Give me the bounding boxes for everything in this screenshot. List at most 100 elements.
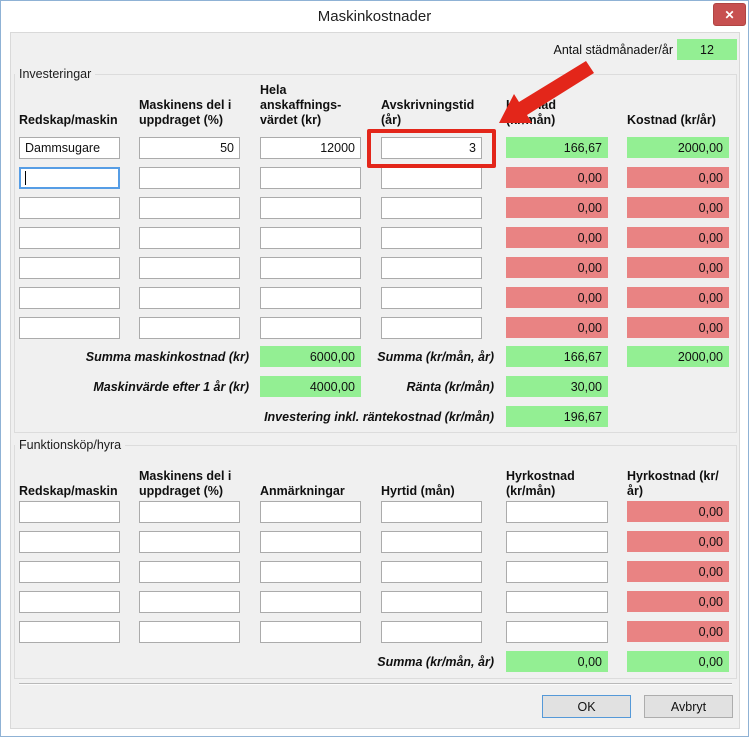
rental-row-2-cost-year-value: 0,00	[627, 531, 729, 552]
rental-row-5-share-input[interactable]	[139, 621, 240, 643]
investment-row-2-cost-year-value: 0,00	[627, 167, 729, 188]
rental-row-3-tool-input[interactable]	[19, 561, 120, 583]
rental-row-1-notes-input[interactable]	[260, 501, 361, 523]
investment-row-6-tool-input[interactable]	[19, 287, 120, 309]
investment-row-7-tool-input[interactable]	[19, 317, 120, 339]
investment-row-1-share-input[interactable]	[139, 137, 240, 159]
investment-row-4-value-input[interactable]	[260, 227, 361, 249]
investment-row-2-depreciation-input[interactable]	[381, 167, 482, 189]
sum-machine-cost-label: Summa maskinkostnad (kr)	[85, 349, 249, 364]
interest-value: 30,00	[506, 376, 608, 397]
investment-row-3-value-input[interactable]	[260, 197, 361, 219]
investment-row-4-share-input[interactable]	[139, 227, 240, 249]
rental-row-4-share-input[interactable]	[139, 591, 240, 613]
rental-row-4-tool-input[interactable]	[19, 591, 120, 613]
sum-machine-cost-value: 6000,00	[260, 346, 361, 367]
rental-row-4-cost-month-input[interactable]	[506, 591, 608, 613]
rental-row-2-notes-input[interactable]	[260, 531, 361, 553]
rent-col-header-cost-month-line1: Hyrkostnad	[506, 469, 575, 483]
rental-row-5-notes-input[interactable]	[260, 621, 361, 643]
ok-button[interactable]: OK	[542, 695, 631, 718]
rental-row-2-cost-month-input[interactable]	[506, 531, 608, 553]
inv-col-header-tool: Redskap/maskin	[19, 88, 120, 128]
rent-col-header-tool: Redskap/maskin	[19, 457, 120, 499]
investment-row-7-cost-month-value: 0,00	[506, 317, 608, 338]
rental-row-3-notes-input[interactable]	[260, 561, 361, 583]
close-button[interactable]: ✕	[713, 3, 746, 26]
investment-row-5-tool-input[interactable]	[19, 257, 120, 279]
investment-row-2-value-input[interactable]	[260, 167, 361, 189]
rental-row-1-tool-input[interactable]	[19, 501, 120, 523]
investment-row-6-share-input[interactable]	[139, 287, 240, 309]
investment-row-1-tool-input[interactable]	[19, 137, 120, 159]
investment-row-4-cost-year-value: 0,00	[627, 227, 729, 248]
inv-col-header-share-line2: uppdraget (%)	[139, 113, 224, 127]
rental-group-box	[14, 445, 737, 679]
inv-sum-label: Summa (kr/mån, år)	[377, 349, 494, 364]
investment-row-2-tool-input[interactable]	[19, 167, 120, 189]
rent-col-header-notes-text: Anmärkningar	[260, 484, 345, 498]
investment-row-7-value-input[interactable]	[260, 317, 361, 339]
rental-row-5-period-input[interactable]	[381, 621, 482, 643]
investment-row-3-share-input[interactable]	[139, 197, 240, 219]
rental-row-1-share-input[interactable]	[139, 501, 240, 523]
investment-row-7-cost-year-value: 0,00	[627, 317, 729, 338]
investment-row-5-value-input[interactable]	[260, 257, 361, 279]
investment-row-1-value-input[interactable]	[260, 137, 361, 159]
rental-row-5-cost-month-input[interactable]	[506, 621, 608, 643]
investment-row-3-depreciation-input[interactable]	[381, 197, 482, 219]
investment-row-6-depreciation-input[interactable]	[381, 287, 482, 309]
investment-row-4-tool-input[interactable]	[19, 227, 120, 249]
investment-row-2-share-input[interactable]	[139, 167, 240, 189]
inv-col-header-depr-text: Avskrivningstid (år)	[381, 98, 475, 127]
rental-row-5-cost-year-value: 0,00	[627, 621, 729, 642]
inv-col-header-cost-year-text: Kostnad (kr/år)	[627, 113, 716, 127]
inv-col-header-acq-line1: Hela anskaffnings-	[260, 83, 342, 112]
investment-row-5-depreciation-input[interactable]	[381, 257, 482, 279]
rent-col-header-period: Hyrtid (mån)	[381, 457, 482, 499]
close-icon: ✕	[724, 7, 735, 22]
rent-sum-month-value: 0,00	[506, 651, 608, 672]
inv-col-header-cost-month-text: Kostnad (kr/mån)	[506, 98, 556, 127]
rental-group-label: Funktionsköp/hyra	[15, 438, 126, 452]
months-per-year-value: 12	[677, 39, 737, 60]
inv-sum-year-value: 2000,00	[627, 346, 729, 367]
rental-row-4-notes-input[interactable]	[260, 591, 361, 613]
rental-row-2-tool-input[interactable]	[19, 531, 120, 553]
investment-row-6-value-input[interactable]	[260, 287, 361, 309]
investment-row-5-share-input[interactable]	[139, 257, 240, 279]
investment-row-3-cost-year-value: 0,00	[627, 197, 729, 218]
rent-col-header-share-line1: Maskinens del i	[139, 469, 232, 483]
rental-row-3-share-input[interactable]	[139, 561, 240, 583]
investment-row-7-depreciation-input[interactable]	[381, 317, 482, 339]
rental-row-3-period-input[interactable]	[381, 561, 482, 583]
investment-row-3-tool-input[interactable]	[19, 197, 120, 219]
rent-col-header-cost-year: Hyrkostnad (kr/år)	[627, 457, 729, 499]
investment-row-5-cost-month-value: 0,00	[506, 257, 608, 278]
window-title: Maskinkostnader	[317, 8, 432, 25]
investment-row-1-depreciation-input[interactable]	[381, 137, 482, 159]
rental-row-4-period-input[interactable]	[381, 591, 482, 613]
rental-row-1-cost-year-value: 0,00	[627, 501, 729, 522]
rental-row-2-share-input[interactable]	[139, 531, 240, 553]
rental-row-5-tool-input[interactable]	[19, 621, 120, 643]
rental-row-3-cost-month-input[interactable]	[506, 561, 608, 583]
rent-col-header-tool-text: Redskap/maskin	[19, 484, 118, 498]
rental-row-2-period-input[interactable]	[381, 531, 482, 553]
rent-col-header-share-line2: uppdraget (%)	[139, 484, 224, 498]
investment-row-4-cost-month-value: 0,00	[506, 227, 608, 248]
cancel-button[interactable]: Avbryt	[644, 695, 733, 718]
rental-row-1-cost-month-input[interactable]	[506, 501, 608, 523]
rental-row-1-period-input[interactable]	[381, 501, 482, 523]
investment-row-6-cost-year-value: 0,00	[627, 287, 729, 308]
inv-col-header-share: Maskinens del i uppdraget (%)	[139, 88, 240, 128]
inv-col-header-acquisition: Hela anskaffnings-värdet (kr)	[260, 83, 361, 128]
investment-row-3-cost-month-value: 0,00	[506, 197, 608, 218]
investment-row-7-share-input[interactable]	[139, 317, 240, 339]
rental-row-4-cost-year-value: 0,00	[627, 591, 729, 612]
investment-row-4-depreciation-input[interactable]	[381, 227, 482, 249]
interest-label: Ränta (kr/mån)	[406, 379, 494, 394]
inv-col-header-depreciation: Avskrivningstid (år)	[381, 88, 482, 128]
rent-col-header-share: Maskinens del i uppdraget (%)	[139, 457, 240, 499]
